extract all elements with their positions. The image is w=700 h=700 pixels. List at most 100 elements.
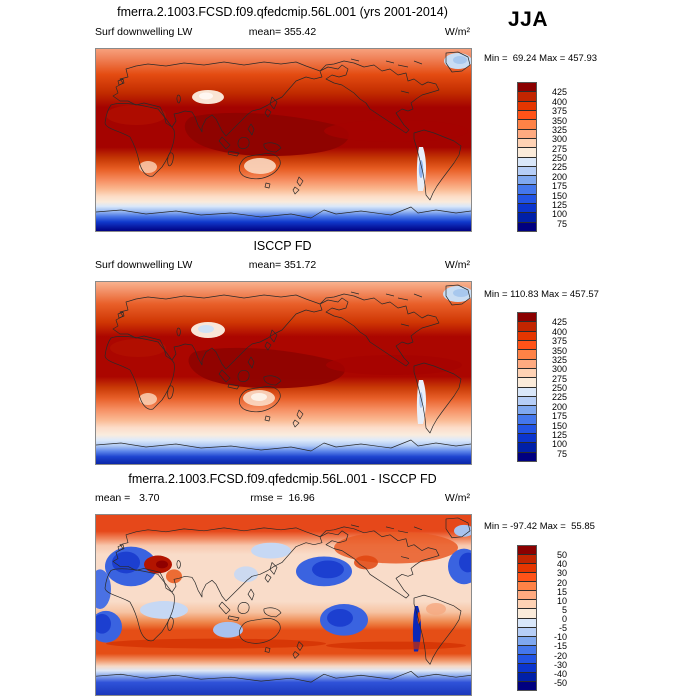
panel2-features bbox=[110, 286, 471, 424]
colorbar-segment bbox=[518, 386, 536, 396]
colorbar-segment bbox=[518, 644, 536, 654]
colorbar-tick-label: 425 bbox=[551, 317, 567, 328]
panel2-map bbox=[95, 281, 472, 465]
colorbar-tick-label: 425 bbox=[551, 87, 567, 98]
panel3-features bbox=[96, 524, 471, 652]
colorbar-segment bbox=[518, 451, 536, 461]
panel1-title: fmerra.2.1003.FCSD.f09.qfedcmip.56L.001 … bbox=[117, 5, 448, 19]
colorbar-tick-label: 250 bbox=[551, 383, 567, 393]
colorbar-tick-label: 10 bbox=[556, 595, 567, 606]
colorbar-tick-label: 175 bbox=[551, 411, 567, 422]
panel1-minmax-label: Min = 69.24 Max = 457.93 bbox=[484, 53, 598, 64]
colorbar-tick-label: 225 bbox=[551, 162, 567, 173]
panel3-stats-row: mean = 3.70 rmse = 16.96 W/m² bbox=[95, 492, 470, 506]
colorbar-tick-label: 200 bbox=[551, 171, 567, 182]
colorbar-segment bbox=[518, 175, 536, 185]
colorbar-tick-label: 30 bbox=[556, 568, 567, 579]
colorbar-segment bbox=[518, 100, 536, 110]
colorbar-segment bbox=[518, 165, 536, 176]
colorbar-tick-label: 250 bbox=[551, 153, 567, 163]
colorbar-tick-label: 0 bbox=[561, 614, 567, 624]
colorbar-segment bbox=[518, 608, 536, 618]
colorbar-segment bbox=[518, 119, 536, 129]
colorbar-tick-label: 325 bbox=[551, 124, 567, 135]
colorbar-tick-label: 75 bbox=[556, 448, 567, 459]
panel2-colorbar: 425 400 375 350 325 300 275 250 225 200 175 150 125 1… bbox=[517, 312, 567, 462]
colorbar-tick-label: -5 bbox=[558, 623, 567, 634]
panel3-minmax-label: Min = -97.42 Max = 55.85 bbox=[484, 521, 595, 532]
colorbar-tick-label: 20 bbox=[556, 577, 567, 588]
colorbar-tick-label: 375 bbox=[551, 336, 567, 347]
colorbar-segment bbox=[518, 546, 536, 555]
panel2-units-label: W/m² bbox=[444, 259, 470, 271]
colorbar-segment bbox=[518, 193, 536, 204]
panel3-map-svg bbox=[96, 515, 471, 695]
panel2-variable-label: Surf downwelling LW bbox=[95, 259, 193, 271]
colorbar-segment bbox=[518, 156, 536, 166]
colorbar-tick-label: 75 bbox=[556, 218, 567, 229]
colorbar-segment bbox=[518, 554, 536, 564]
colorbar-segment bbox=[518, 395, 536, 406]
panel3-rmse-label: rmse = 16.96 bbox=[250, 492, 315, 504]
panel3-units-label: W/m² bbox=[444, 492, 470, 504]
colorbar-tick-label: 150 bbox=[551, 190, 567, 201]
panel1-colorbar: 425 400 375 350 325 300 275 250 225 200 175 150 125 1… bbox=[517, 82, 567, 232]
panel1-stats-row: Surf downwelling LW mean= 355.42 W/m² bbox=[95, 26, 470, 40]
colorbar-tick-label: 15 bbox=[556, 586, 567, 597]
panel3-colorbar: 50 40 30 20 15 10 5 0 -5 -10 -15 -20 -30 -40 -50 bbox=[517, 545, 567, 691]
panel3-title: fmerra.2.1003.FCSD.f09.qfedcmip.56L.001 … bbox=[128, 472, 437, 486]
panel1-units-label: W/m² bbox=[444, 26, 470, 38]
colorbar-tick-label: -50 bbox=[553, 677, 567, 688]
colorbar-tick-label: 400 bbox=[551, 326, 567, 337]
colorbar-segment bbox=[518, 617, 536, 627]
panel1-features bbox=[106, 53, 471, 191]
colorbar-tick-label: 50 bbox=[556, 550, 567, 561]
panel2-mean-label: mean= 351.72 bbox=[248, 259, 317, 271]
colorbar-segment bbox=[518, 137, 536, 148]
colorbar-segment bbox=[518, 91, 536, 101]
colorbar-tick-label: 275 bbox=[551, 143, 567, 154]
colorbar-tick-label: 100 bbox=[551, 209, 567, 220]
colorbar-segment bbox=[518, 433, 536, 443]
colorbar-tick-label: -40 bbox=[553, 668, 567, 679]
colorbar-segment bbox=[518, 321, 536, 331]
colorbar-segment bbox=[518, 405, 536, 415]
panel2-title: ISCCP FD bbox=[253, 239, 312, 253]
panel1-map-svg bbox=[96, 49, 471, 231]
colorbar-segment bbox=[518, 313, 536, 322]
colorbar-segment bbox=[518, 128, 536, 138]
colorbar-tick-label: 200 bbox=[551, 401, 567, 412]
season-label: JJA bbox=[508, 8, 549, 31]
colorbar-segment bbox=[518, 203, 536, 213]
colorbar-tick-label: -10 bbox=[553, 632, 567, 643]
colorbar-segment bbox=[518, 330, 536, 340]
colorbar-segment bbox=[518, 367, 536, 378]
panel2-map-svg bbox=[96, 282, 471, 464]
colorbar-segment bbox=[518, 358, 536, 368]
colorbar-tick-label: 325 bbox=[551, 354, 567, 365]
colorbar-tick-label: 125 bbox=[551, 199, 567, 210]
colorbar-tick-label: 100 bbox=[551, 439, 567, 450]
colorbar-tick-label: 40 bbox=[556, 559, 567, 570]
colorbar-segment bbox=[518, 581, 536, 591]
colorbar-segment bbox=[518, 626, 536, 636]
colorbar-tick-label: 125 bbox=[551, 429, 567, 440]
colorbar-segment bbox=[518, 109, 536, 120]
colorbar-tick-label: 150 bbox=[551, 420, 567, 431]
colorbar-tick-label: 350 bbox=[551, 115, 567, 126]
panel1-map bbox=[95, 48, 472, 232]
panel2-minmax-label: Min = 110.83 Max = 457.57 bbox=[484, 289, 599, 300]
colorbar-segment bbox=[518, 563, 536, 573]
colorbar-segment bbox=[518, 414, 536, 424]
colorbar-segment bbox=[518, 442, 536, 452]
panel3-mean-label: mean = 3.70 bbox=[95, 492, 160, 504]
colorbar-segment bbox=[518, 221, 536, 231]
colorbar-segment bbox=[518, 377, 536, 387]
colorbar-segment bbox=[518, 599, 536, 609]
colorbar-tick-label: -15 bbox=[553, 641, 567, 652]
colorbar-segment bbox=[518, 147, 536, 157]
colorbar-tick-label: 300 bbox=[551, 364, 567, 375]
colorbar-segment bbox=[518, 680, 536, 690]
colorbar-segment bbox=[518, 184, 536, 194]
colorbar-tick-label: 175 bbox=[551, 181, 567, 192]
